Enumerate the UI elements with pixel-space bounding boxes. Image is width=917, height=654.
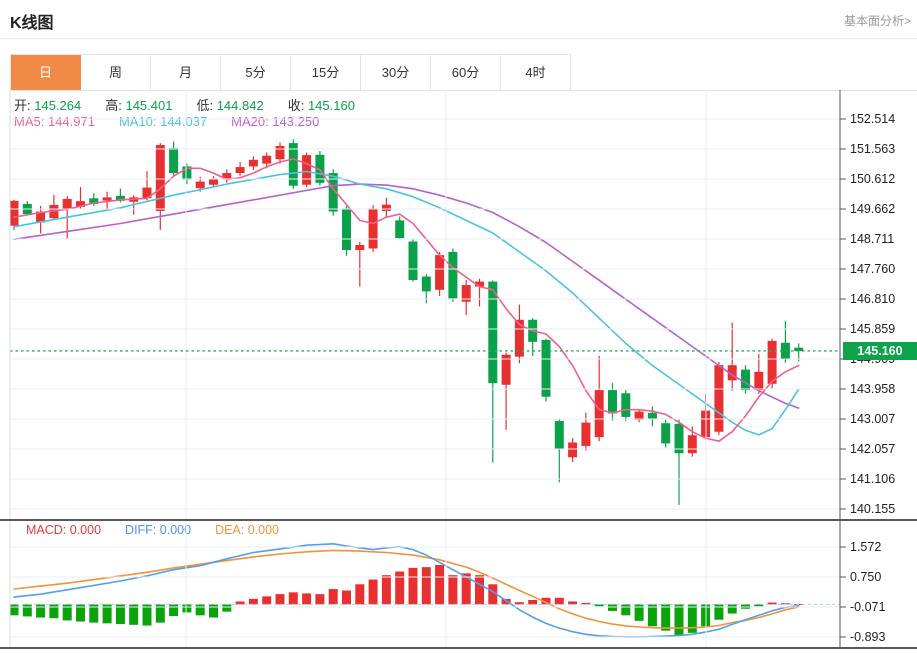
readout-item: 开: 145.264 <box>14 98 82 113</box>
header-divider <box>0 38 917 39</box>
tab-日[interactable]: 日 <box>11 55 81 91</box>
y-axis-tick-label: 150.612 <box>850 172 896 186</box>
y-axis-tick-label: 147.760 <box>850 262 896 276</box>
y-axis-tick-label: 140.155 <box>850 502 896 516</box>
current-price-badge: 145.160 <box>843 341 917 360</box>
readout-item: MA20: 143.250 <box>231 114 320 129</box>
tab-60分[interactable]: 60分 <box>431 55 501 91</box>
y-axis-tick-label: -0.071 <box>850 600 886 614</box>
readout-item: 高: 145.401 <box>105 98 173 113</box>
tab-15分[interactable]: 15分 <box>291 55 361 91</box>
ohlc-row: 开: 145.264 高: 145.401 低: 144.842 收: 145.160 <box>14 95 379 114</box>
tab-4时[interactable]: 4时 <box>501 55 571 91</box>
readout-item: MA5: 144.971 <box>14 114 95 129</box>
y-axis-tick-label: 1.572 <box>850 540 882 554</box>
y-axis-tick-label: 151.563 <box>850 142 896 156</box>
tab-月[interactable]: 月 <box>151 55 221 91</box>
tabbar-bottom-border <box>10 90 917 91</box>
y-axis-tick-label: 143.007 <box>850 412 896 426</box>
page-title: K线图 <box>10 15 54 32</box>
macd-row: MACD: 0.000 DIFF: 0.000 DEA: 0.000 <box>26 523 303 537</box>
y-axis-tick-label: 145.859 <box>850 322 896 336</box>
y-axis-tick-label: 141.106 <box>850 472 896 486</box>
y-axis-tick-label: 146.810 <box>850 292 896 306</box>
y-axis-tick-label: 143.958 <box>850 382 896 396</box>
readout-item: DIFF: 0.000 <box>125 523 192 537</box>
tab-30分[interactable]: 30分 <box>361 55 431 91</box>
chart-crosshair-area[interactable] <box>10 90 840 648</box>
readout-item: 收: 145.160 <box>287 98 355 113</box>
tab-周[interactable]: 周 <box>81 55 151 91</box>
readout-item: MA10: 144.037 <box>118 114 208 129</box>
y-axis-tick-label: 152.514 <box>850 112 896 126</box>
y-axis-tick-label: -0.893 <box>850 630 886 644</box>
readout-item: 低: 144.842 <box>196 98 264 113</box>
y-axis-tick-label: 149.662 <box>850 202 896 216</box>
interval-tabbar: 日周月 5分 15分 30分 60分 4时 <box>10 54 571 91</box>
readout-item: MACD: 0.000 <box>26 523 102 537</box>
y-axis-tick-label: 142.057 <box>850 442 896 456</box>
tab-5分[interactable]: 5分 <box>221 55 291 91</box>
fundamental-analysis-link[interactable]: 基本面分析> <box>843 14 911 28</box>
y-axis-tick-label: 148.711 <box>850 232 895 246</box>
readout-item: DEA: 0.000 <box>215 523 280 537</box>
ma-row: MA5: 144.971 MA10: 144.037 MA20: 143.250 <box>14 114 343 129</box>
y-axis-tick-label: 0.750 <box>850 570 882 584</box>
